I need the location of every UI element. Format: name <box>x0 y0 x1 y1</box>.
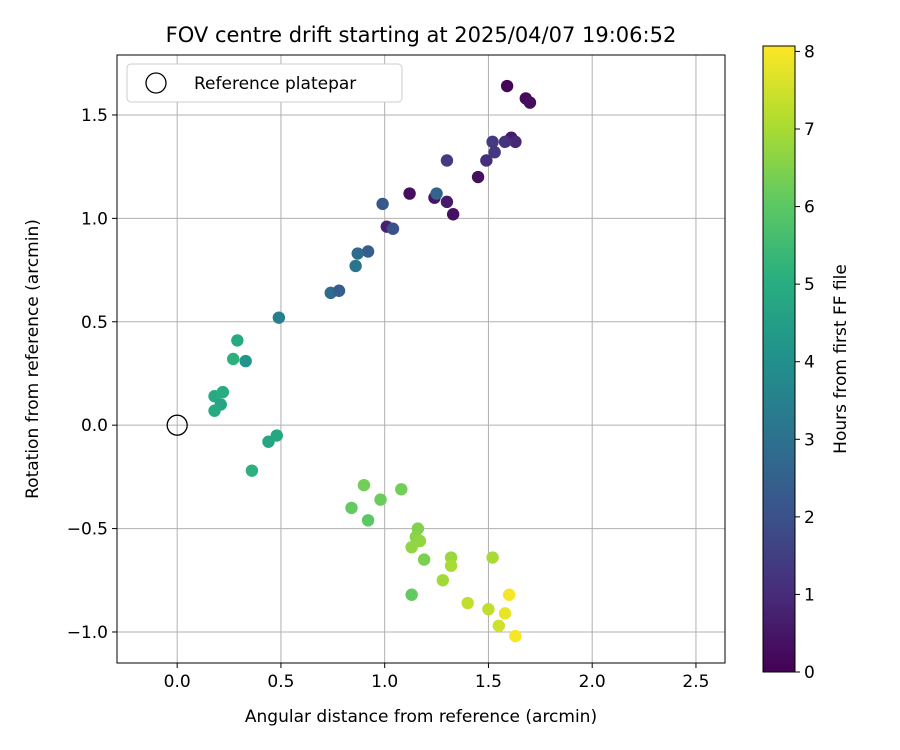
data-point <box>227 352 240 366</box>
y-tick-label: 1.0 <box>81 209 108 229</box>
data-point <box>386 222 400 235</box>
legend-marker-reference <box>145 72 167 94</box>
y-tick-label: 1.5 <box>81 106 108 126</box>
x-tick-label: 0.5 <box>267 672 294 692</box>
data-point <box>270 429 283 442</box>
data-point <box>272 311 286 324</box>
data-point <box>509 135 522 149</box>
legend-box <box>126 63 403 103</box>
data-point <box>482 603 495 616</box>
data-point <box>351 247 364 260</box>
grid <box>117 55 725 663</box>
x-axis-ticks: 0.0 0.5 1.0 1.5 2.0 2.5 <box>164 663 709 692</box>
data-point <box>208 404 221 417</box>
data-point <box>332 284 346 297</box>
data-point <box>403 187 416 200</box>
y-tick-label: −0.5 <box>67 520 108 540</box>
data-point <box>488 145 501 159</box>
y-axis-ticks: −1.0 −0.5 0.0 0.5 1.0 1.5 <box>67 106 117 643</box>
data-point <box>361 245 375 258</box>
colorbar-ticks: 0 1 2 3 4 5 6 7 8 <box>795 42 815 683</box>
colorbar-tick-label: 5 <box>804 275 815 295</box>
data-point <box>376 197 389 211</box>
data-point <box>361 514 375 527</box>
data-point <box>349 259 362 273</box>
y-axis-label: Rotation from reference (arcmin) <box>23 219 43 499</box>
x-tick-label: 2.0 <box>579 672 606 692</box>
data-point <box>245 464 259 477</box>
colorbar-tick-label: 0 <box>804 663 815 683</box>
chart-title: FOV centre drift starting at 2025/04/07 … <box>166 23 677 47</box>
legend: Reference platepar <box>126 63 403 103</box>
data-point <box>405 588 418 601</box>
colorbar-tick-label: 7 <box>804 120 815 140</box>
colorbar-tick-label: 8 <box>804 42 815 62</box>
colorbar-tick-label: 4 <box>804 353 815 373</box>
plot-frame <box>116 54 726 664</box>
colorbar: 0 1 2 3 4 5 6 7 8 Hours from first FF file <box>762 42 851 683</box>
data-points <box>166 79 537 643</box>
x-tick-label: 2.5 <box>682 672 709 692</box>
data-point <box>440 154 454 167</box>
x-tick-label: 1.0 <box>371 672 398 692</box>
data-point <box>440 195 454 209</box>
x-axis-label: Angular distance from reference (arcmin) <box>245 707 597 727</box>
data-point <box>345 501 358 515</box>
data-point <box>231 334 244 347</box>
data-point <box>492 619 506 632</box>
colorbar-tick-label: 6 <box>804 198 815 218</box>
data-point <box>357 478 371 492</box>
x-tick-label: 0.0 <box>164 672 191 692</box>
data-point <box>502 588 516 601</box>
data-point <box>498 607 512 620</box>
y-tick-label: 0.0 <box>81 416 108 436</box>
data-point <box>239 354 252 368</box>
x-tick-label: 1.5 <box>475 672 502 692</box>
data-point <box>471 170 485 184</box>
data-point <box>500 79 514 93</box>
data-point <box>446 208 460 221</box>
data-point <box>430 187 443 200</box>
data-point <box>216 385 230 399</box>
data-point <box>417 553 431 566</box>
data-point <box>374 493 387 506</box>
data-point <box>486 551 499 564</box>
data-point <box>498 135 512 149</box>
y-tick-label: 0.5 <box>81 313 108 333</box>
data-point <box>509 629 522 643</box>
colorbar-label: Hours from first FF file <box>831 264 851 454</box>
data-point <box>444 559 458 573</box>
y-tick-label: −1.0 <box>67 623 108 643</box>
data-point <box>461 596 474 610</box>
data-point <box>436 574 449 587</box>
data-point <box>405 540 418 554</box>
colorbar-gradient <box>762 45 796 673</box>
reference-platepar-marker <box>166 414 188 436</box>
colorbar-tick-label: 2 <box>804 508 815 528</box>
data-point <box>523 96 537 109</box>
colorbar-tick-label: 3 <box>804 430 815 450</box>
colorbar-tick-label: 1 <box>804 585 815 605</box>
data-point <box>486 135 499 149</box>
legend-label-reference: Reference platepar <box>194 74 356 94</box>
data-point <box>480 154 493 167</box>
data-point <box>395 483 408 496</box>
